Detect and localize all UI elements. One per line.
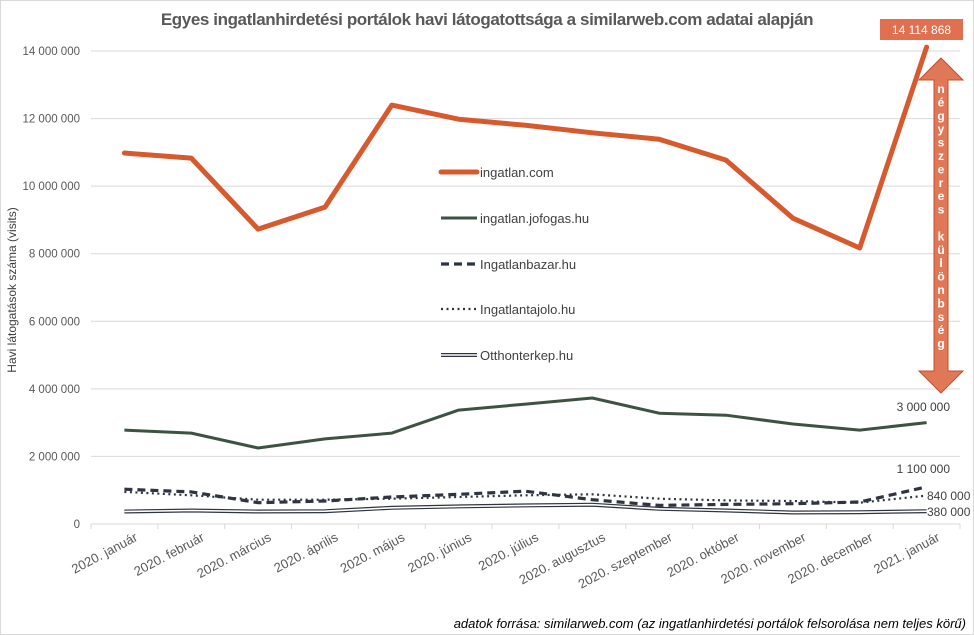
x-tick-label: 2020. január [69,529,140,576]
legend-item: Otthonterkep.hu [441,348,573,363]
series-line [124,485,927,507]
arrow-letter: l [939,256,942,270]
badge-background [880,19,963,40]
series-line [124,503,927,514]
arrow-letter: é [938,323,945,337]
x-axis [90,523,961,529]
arrow-letter: e [938,162,945,176]
y-tick-label: 12 000 000 [22,114,80,126]
legend-item: Ingatlanbazar.hu [441,257,576,272]
arrow-letter: k [938,229,945,243]
series-otthonterkep-hu [124,502,927,515]
arrow-letter: g [937,109,944,123]
y-axis-label: Havi látogatások száma (visits) [5,207,19,372]
chart-title: Egyes ingatlanhirdetési portálok havi lá… [160,10,814,29]
legend-item: ingatlan.jofogas.hu [441,211,589,226]
x-tick-label: 2020. április [271,529,340,575]
y-tick-label: 14 000 000 [22,46,80,58]
end-value-label: 840 000 [927,489,971,503]
arrow-letter: s [938,203,945,217]
arrow-letter: z [938,149,944,163]
series-ingatlanbazar-hu [124,485,927,507]
arrow-letter: s [938,136,945,150]
legend-label: Otthonterkep.hu [480,348,573,363]
arrow-letter: y [938,122,945,136]
peak-value-badge: 14 114 868 [880,19,963,40]
series-ingatlan-com [121,44,930,251]
arrow-letter: b [937,296,944,310]
series-line [121,44,930,251]
arrow-letter: s [938,310,945,324]
series-line [124,490,927,504]
y-tick-label: 4 000 000 [29,384,80,396]
legend-item: Ingatlantajolo.hu [441,302,575,317]
y-tick-label: 8 000 000 [29,249,80,261]
source-note: adatok forrása: similarweb.com (az ingat… [453,616,966,631]
annotations: 14 114 868 3 000 000 1 100 000 840 000 380 0… [880,19,971,519]
x-tick-label: 2021. január [871,529,942,576]
double-arrow-shape [917,57,965,394]
x-tick-label: 2020. május [338,529,408,576]
series-lines [121,44,930,515]
legend: ingatlan.com ingatlan.jofogas.hu Ingatlanb… [438,165,589,363]
badge-label: 14 114 868 [892,23,951,37]
series-line [124,396,927,450]
arrow-letter: g [937,337,944,351]
arrow-letter: e [938,189,945,203]
end-value-label: 380 000 [927,505,971,519]
arrow-letter: r [939,176,944,190]
legend-item: ingatlan.com [438,165,554,180]
end-value-label: 1 100 000 [897,462,951,476]
x-tick-label: 2020. március [194,529,274,581]
y-axis-ticks: 0 2 000 000 4 000 000 6 000 000 8 000 000 10 … [22,46,80,531]
y-tick-label: 2 000 000 [29,451,80,463]
y-tick-label: 10 000 000 [22,181,80,193]
legend-label: Ingatlanbazar.hu [480,257,576,272]
gridlines [91,50,960,457]
series-ingatlan-jofogas-hu [124,396,927,450]
end-value-label: 3 000 000 [897,400,951,414]
y-tick-label: 6 000 000 [29,316,80,328]
arrow-letter: n [937,283,944,297]
y-tick-label: 0 [74,519,80,531]
legend-label: ingatlan.com [480,165,554,180]
arrow-letter: ö [937,270,944,284]
x-tick-label: 2020. június [405,529,474,575]
arrow-letter: n [937,82,944,96]
arrow-letter: é [938,95,945,109]
series-ingatlantajolo-hu [124,490,927,504]
arrow-letter: ü [937,243,944,257]
legend-label: ingatlan.jofogas.hu [480,211,589,226]
legend-label: Ingatlantajolo.hu [480,302,575,317]
